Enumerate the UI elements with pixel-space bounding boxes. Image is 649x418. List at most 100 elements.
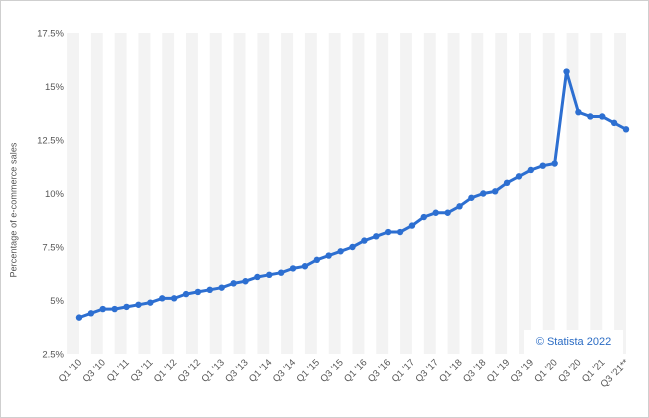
grid-band [471,33,484,354]
data-point [527,166,535,174]
data-point [610,119,618,127]
data-point [99,305,106,313]
data-point [170,295,178,302]
grid-band [328,33,341,354]
data-point [230,280,237,287]
x-tick-label: Q1 '12 [152,357,179,384]
data-point [254,273,261,281]
data-point [147,299,154,306]
x-tick-label: Q3 '19 [509,357,536,384]
grid-band [400,33,412,354]
data-point [599,113,606,120]
data-point [396,228,404,236]
data-point [289,265,297,272]
data-point [515,173,523,180]
x-tick-label: Q3 '13 [223,357,250,384]
data-point [242,278,249,285]
data-point [622,126,630,133]
statista-credit[interactable]: © Statista 2022 [524,330,623,354]
y-axis-label-wrap: Percentage of e-commerce sales [3,60,25,360]
data-point [480,190,487,197]
data-point [206,286,214,293]
x-tick-label: Q3 '20 [556,357,583,384]
x-tick-label: Q1 '10 [57,357,84,384]
grid-band [376,33,389,354]
x-tick-label: Q1 '16 [342,357,369,384]
x-tick-label: Q1 '20 [532,357,559,384]
data-point [503,179,511,186]
x-tick-label: Q1 '15 [295,357,322,384]
data-point [491,188,499,195]
x-tick-label: Q3 '12 [176,357,203,384]
data-point [373,233,380,240]
grid-band [209,33,222,354]
data-point [266,271,273,279]
grid-band [352,33,365,354]
x-tick-label: Q3 '17 [413,357,440,384]
y-tick-label: 7.5% [42,243,64,254]
x-tick-label: Q1 '11 [105,357,132,384]
x-tick-label: Q1 '19 [485,357,512,384]
data-point [301,263,309,270]
x-tick-label: Q1 '13 [199,357,226,384]
grid-band [114,33,127,354]
data-point [361,237,368,244]
x-tick-label: Q1 '14 [247,357,274,384]
data-point [87,310,95,317]
data-point [468,194,475,201]
data-point [349,243,356,251]
grid-band [566,33,579,354]
grid-band [518,33,531,354]
y-tick-label: 10% [45,189,65,200]
grid-band [447,33,460,354]
grid-band [590,33,603,354]
data-point [182,290,190,298]
x-tick-label: Q3 '14 [271,357,298,384]
grid-band [138,33,151,354]
grid-band [281,33,294,354]
x-tick-label: Q3 '10 [81,357,108,384]
grid-band [162,33,175,354]
y-axis-label: Percentage of e-commerce sales [9,142,19,278]
y-tick-label: 15% [45,82,65,93]
grid-band [90,33,103,354]
grid-band [495,33,508,354]
data-point [111,305,118,313]
series-points [75,68,630,321]
grid-band [542,33,555,354]
x-tick-label: Q1 '18 [437,357,464,384]
grid-band [614,33,626,354]
x-tick-label: Q1 '17 [390,357,417,384]
data-point [408,222,416,229]
data-point [420,213,428,221]
data-point [587,113,594,120]
y-axis-ticks: 2.5% 5% 7.5% 10% 12.5% 15% 17.5% [37,29,64,361]
x-tick-label: Q3 '15 [318,357,345,384]
grid-band [423,33,436,354]
data-point [123,303,130,311]
data-point [313,256,321,264]
data-point [159,295,166,302]
y-tick-label: 12.5% [37,136,64,147]
grid-bands [67,33,626,354]
y-tick-label: 17.5% [37,29,64,40]
data-point [135,301,142,308]
grid-band [67,33,79,354]
data-point [325,252,332,259]
data-point [444,209,451,216]
grid-band [233,33,246,354]
x-tick-label: Q3 '16 [366,357,393,384]
data-point [539,162,546,169]
grid-band [304,33,317,354]
data-point [218,284,225,291]
data-point [337,248,344,255]
grid-band [257,33,270,354]
data-point [575,108,582,116]
grid-band [186,33,198,354]
y-tick-label: 2.5% [42,350,64,361]
x-tick-label: Q3 '11 [129,357,156,384]
credit-text: © Statista 2022 [535,336,612,348]
data-point [432,209,439,216]
